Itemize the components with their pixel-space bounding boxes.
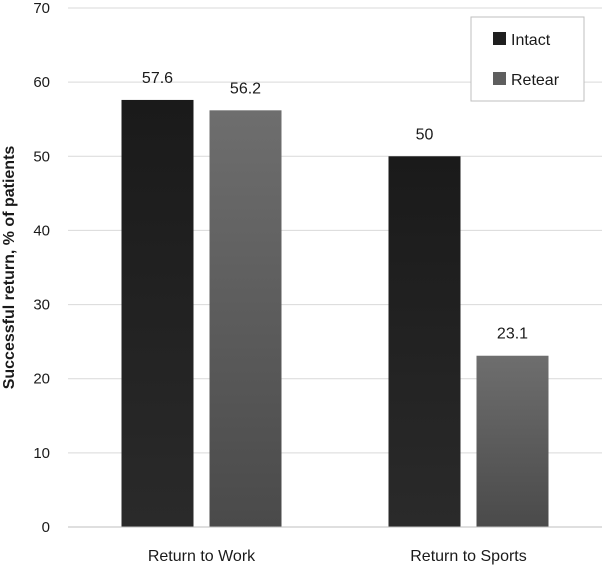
y-tick-label: 30 xyxy=(33,297,50,314)
bar-intact-2 xyxy=(388,156,461,528)
data-label: 57.6 xyxy=(142,70,173,87)
y-tick-label: 10 xyxy=(33,445,50,462)
data-label: 23.1 xyxy=(497,326,528,343)
data-label: 56.2 xyxy=(230,80,261,97)
data-label: 50 xyxy=(416,126,434,143)
y-tick-label: 50 xyxy=(33,148,50,165)
legend-label-intact: Intact xyxy=(511,32,551,49)
y-tick-label: 0 xyxy=(42,519,50,536)
data-labels: 57.6 56.2 50 23.1 xyxy=(142,70,528,343)
legend-swatch-retear xyxy=(493,72,506,85)
bars xyxy=(121,99,549,528)
y-tick-label: 40 xyxy=(33,222,50,239)
y-axis-title: Successful return, % of patients xyxy=(1,146,18,390)
legend: Intact Retear xyxy=(470,16,585,102)
x-category-label: Return to Sports xyxy=(410,548,527,565)
bar-intact-1 xyxy=(121,99,194,528)
y-tick-label: 60 xyxy=(33,74,50,91)
legend-box xyxy=(470,16,585,102)
legend-label-retear: Retear xyxy=(511,72,560,89)
x-axis-categories: Return to Work Return to Sports xyxy=(148,548,527,565)
x-category-label: Return to Work xyxy=(148,548,256,565)
y-tick-label: 70 xyxy=(33,0,50,17)
y-tick-label: 20 xyxy=(33,371,50,388)
y-axis-ticks: 0 10 20 30 40 50 60 70 xyxy=(33,0,50,536)
bar-retear-1 xyxy=(209,110,282,528)
legend-swatch-intact xyxy=(493,32,506,45)
bar-retear-2 xyxy=(476,355,549,527)
